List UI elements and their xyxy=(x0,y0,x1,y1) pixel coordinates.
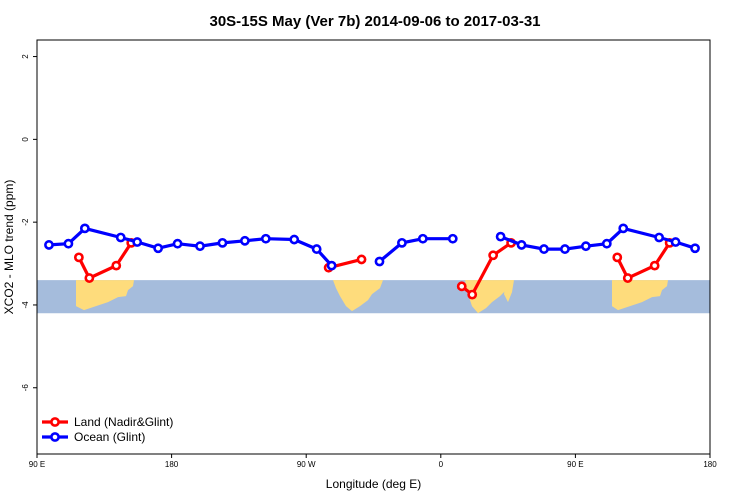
data-point xyxy=(601,238,612,249)
data-point xyxy=(539,244,549,254)
data-point xyxy=(456,281,467,292)
y-axis-label: XCO2 - MLO trend (ppm) xyxy=(2,180,16,315)
x-tick-label: 0 xyxy=(439,460,444,469)
data-point xyxy=(649,260,660,271)
data-point xyxy=(239,235,250,246)
data-point xyxy=(467,289,478,300)
x-tick-label: 90 W xyxy=(297,460,316,469)
data-point xyxy=(690,243,700,254)
series-layer xyxy=(44,223,700,300)
y-axis: 2 0 -2 -4 -6 xyxy=(21,54,37,392)
map-strip xyxy=(37,280,710,314)
y-tick-label: 2 xyxy=(21,54,30,59)
chart-title: 30S-15S May (Ver 7b) 2014-09-06 to 2017-… xyxy=(209,13,540,30)
data-point xyxy=(84,273,95,283)
data-point xyxy=(195,241,205,252)
series-line xyxy=(48,226,333,267)
land-shape xyxy=(76,280,134,311)
land-shape xyxy=(504,280,514,303)
land-shape xyxy=(612,280,668,311)
data-point xyxy=(111,260,122,271)
data-point xyxy=(495,231,506,242)
legend-swatch-marker xyxy=(50,417,60,427)
x-axis-label: Longitude (deg E) xyxy=(326,477,421,491)
x-tick-label: 90 E xyxy=(29,460,45,469)
data-point xyxy=(63,238,74,249)
data-point xyxy=(374,256,385,267)
series-line xyxy=(378,237,453,263)
legend-entry: Ocean (Glint) xyxy=(74,430,145,444)
legend: Land (Nadir&Glint)Ocean (Glint) xyxy=(42,415,173,444)
data-point xyxy=(311,244,322,254)
data-point xyxy=(417,233,428,244)
y-tick-label: -6 xyxy=(21,384,30,392)
x-tick-label: 180 xyxy=(703,460,717,469)
data-point xyxy=(622,273,633,283)
data-point xyxy=(260,233,271,244)
data-point xyxy=(618,223,629,234)
data-point xyxy=(326,260,337,271)
series-line xyxy=(615,242,671,281)
data-point xyxy=(132,237,143,247)
y-tick-label: -2 xyxy=(21,218,30,226)
data-point xyxy=(153,243,164,254)
series-line xyxy=(500,226,696,251)
data-point xyxy=(612,252,623,263)
legend-swatch-marker xyxy=(50,432,60,442)
series-line xyxy=(460,241,513,298)
data-point xyxy=(580,241,591,252)
data-point xyxy=(397,237,407,248)
data-point xyxy=(670,237,681,247)
data-point xyxy=(115,232,126,243)
series-line xyxy=(77,242,133,281)
plot-frame xyxy=(36,39,711,455)
data-point xyxy=(172,238,183,249)
land-shape xyxy=(333,280,383,312)
legend-entry: Land (Nadir&Glint) xyxy=(74,415,173,429)
data-point xyxy=(516,240,527,250)
data-point xyxy=(560,244,570,254)
data-point xyxy=(217,237,228,248)
x-tick-label: 180 xyxy=(165,460,179,469)
data-point xyxy=(488,250,499,261)
y-tick-label: -4 xyxy=(21,301,30,309)
data-point xyxy=(73,252,84,263)
data-point xyxy=(654,232,665,243)
series-ocean xyxy=(44,223,700,271)
data-point xyxy=(289,234,300,245)
data-point xyxy=(79,223,90,234)
data-point xyxy=(356,254,367,265)
x-tick-label: 90 E xyxy=(567,460,583,469)
x-axis: 90 E 180 90 W 0 90 E 180 xyxy=(29,454,717,469)
data-point xyxy=(44,240,54,250)
y-tick-label: 0 xyxy=(21,137,30,142)
data-point xyxy=(447,233,458,244)
